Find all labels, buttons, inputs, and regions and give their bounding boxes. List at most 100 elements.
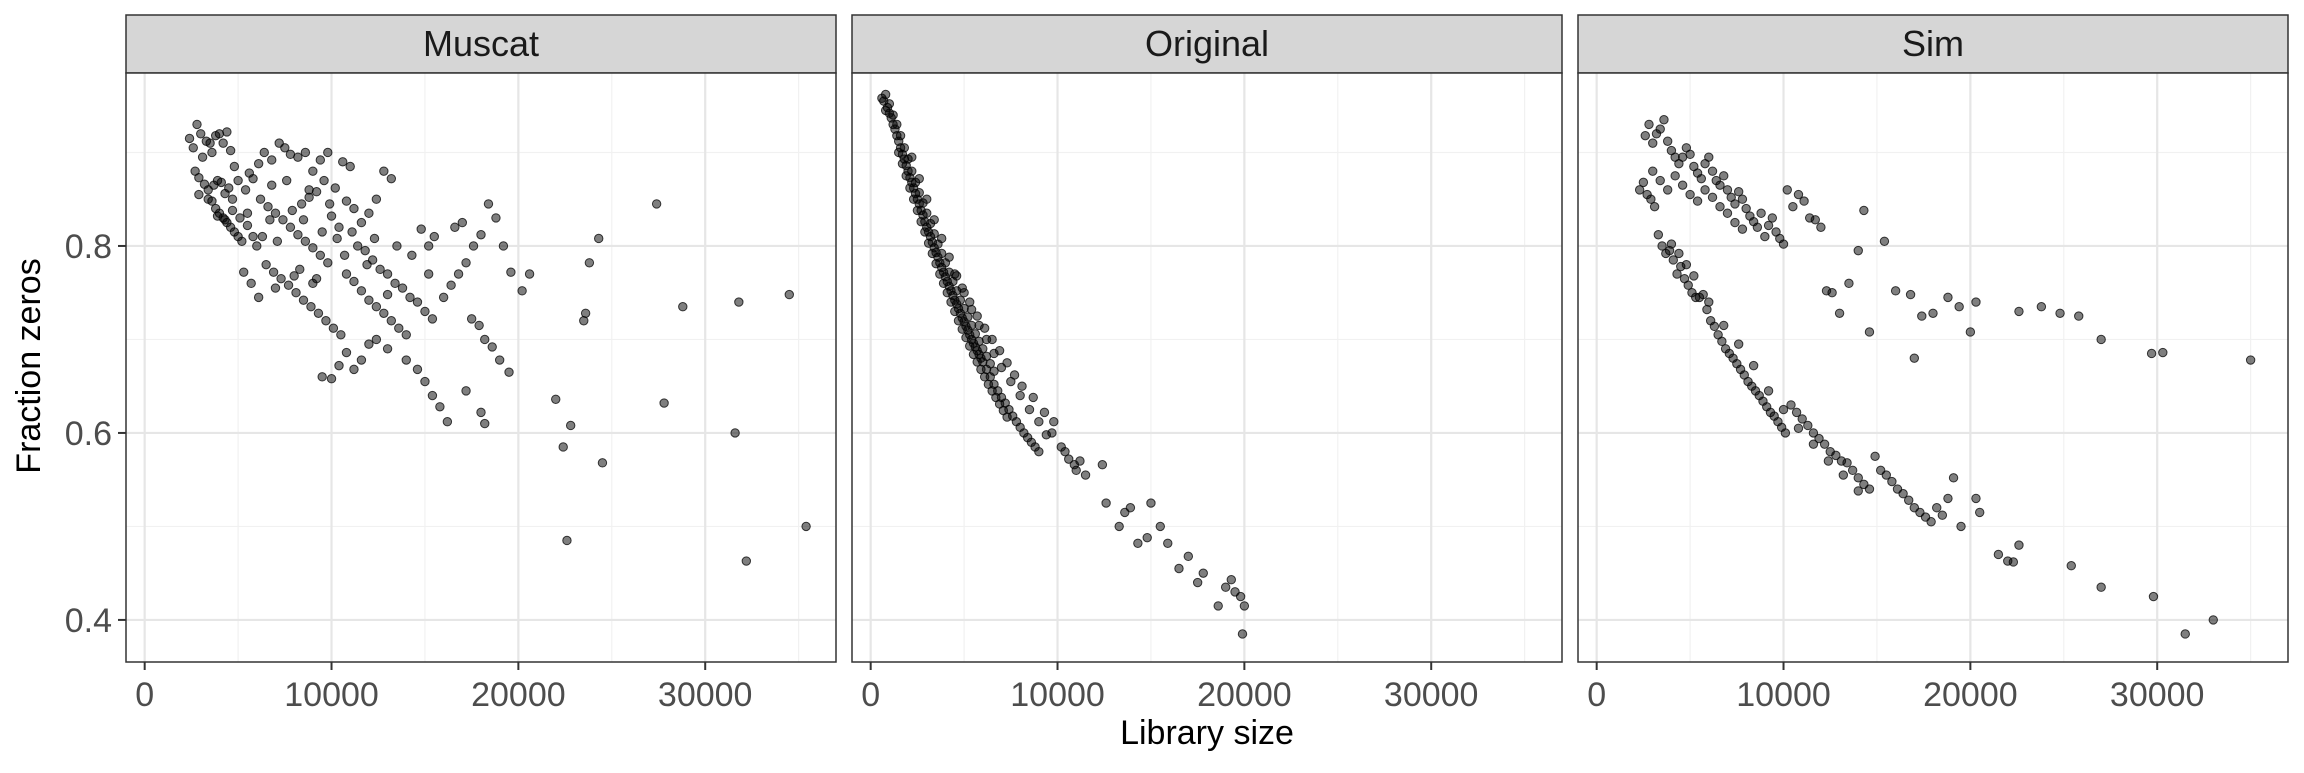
data-point [950, 269, 960, 279]
data-point [907, 152, 917, 162]
data-point [594, 233, 604, 244]
data-point [450, 222, 460, 232]
data-point [905, 183, 915, 193]
data-point [253, 158, 264, 169]
data-point [1049, 417, 1059, 427]
data-point [1655, 175, 1665, 186]
data-point [420, 306, 430, 317]
data-point [1719, 320, 1729, 331]
data-point [379, 166, 389, 176]
data-point [1097, 460, 1108, 470]
data-point [244, 168, 255, 178]
data-point [651, 199, 662, 209]
data-point [289, 271, 299, 281]
data-point [1975, 507, 1985, 518]
data-point [240, 185, 251, 195]
data-point [1644, 119, 1654, 130]
data-point [1198, 568, 1208, 578]
data-point [227, 194, 238, 204]
data-point [1847, 465, 1858, 476]
data-point [931, 259, 941, 269]
data-point [257, 231, 268, 242]
data-point [1668, 255, 1678, 265]
data-point [1692, 196, 1703, 206]
data-point [280, 143, 290, 153]
x-tick-label: 20000 [1923, 676, 2018, 714]
data-point [1786, 400, 1796, 410]
facet-strip [125, 14, 837, 74]
data-point [1700, 185, 1710, 195]
data-point [1752, 222, 1763, 232]
data-point [914, 187, 924, 198]
data-point [480, 334, 490, 345]
data-point [1827, 288, 1837, 298]
data-point [936, 248, 947, 259]
data-point [328, 323, 339, 333]
x-tick-label: 30000 [658, 676, 753, 714]
panel-sim: Sim 0 10000 20000 30000 [1577, 14, 2289, 714]
data-point [1842, 458, 1852, 468]
data-point [323, 147, 333, 158]
data-point [1844, 278, 1854, 289]
data-point [1674, 248, 1684, 259]
data-point [1803, 420, 1813, 431]
data-point [1659, 115, 1669, 125]
data-point [929, 229, 939, 239]
data-point [412, 364, 423, 375]
data-point [1080, 470, 1091, 480]
data-point [349, 276, 359, 287]
data-point [267, 180, 277, 190]
data-point [382, 344, 393, 354]
x-axis-title: Library size [1120, 714, 1294, 752]
data-point [1142, 532, 1152, 543]
data-point [341, 269, 352, 279]
data-point [412, 297, 423, 307]
data-point [1707, 166, 1718, 176]
data-point [1971, 493, 1981, 504]
data-point [371, 302, 382, 312]
data-point [420, 376, 430, 387]
data-point [239, 267, 249, 277]
data-point [476, 230, 486, 240]
data-point [2148, 591, 2159, 602]
data-point [203, 194, 213, 204]
data-point [955, 295, 966, 305]
data-point [1060, 446, 1070, 457]
data-point [1870, 451, 1880, 462]
data-point [324, 199, 335, 209]
data-points [1634, 115, 2256, 639]
data-point [401, 355, 411, 365]
data-point [480, 418, 490, 429]
data-point [987, 334, 997, 345]
data-point [895, 130, 906, 141]
data-point [1034, 417, 1044, 427]
data-point [942, 288, 952, 298]
data-point [272, 236, 283, 246]
data-point [1917, 311, 1927, 321]
y-tick-label: 0.6 [65, 415, 112, 453]
data-point [491, 213, 501, 223]
panel-original: Original 0 10000 20000 30000 [851, 14, 1563, 714]
data-point [1015, 390, 1025, 401]
data-point [487, 342, 497, 352]
data-points [184, 119, 811, 566]
data-point [1719, 171, 1729, 181]
data-point [345, 161, 355, 172]
data-point [1125, 503, 1136, 513]
data-point [968, 349, 979, 360]
data-point [1887, 476, 1897, 487]
data-point [558, 442, 568, 452]
data-point [229, 161, 240, 172]
data-point [978, 344, 988, 354]
data-point [1146, 498, 1156, 508]
data-point [382, 289, 393, 300]
data-point [1937, 510, 1948, 520]
data-point [659, 398, 669, 408]
data-point [423, 269, 434, 279]
data-point [957, 324, 967, 334]
x-tick-label: 30000 [1384, 676, 1479, 714]
data-point [1864, 484, 1875, 494]
data-point [1782, 185, 1792, 195]
data-point [1943, 292, 1953, 303]
